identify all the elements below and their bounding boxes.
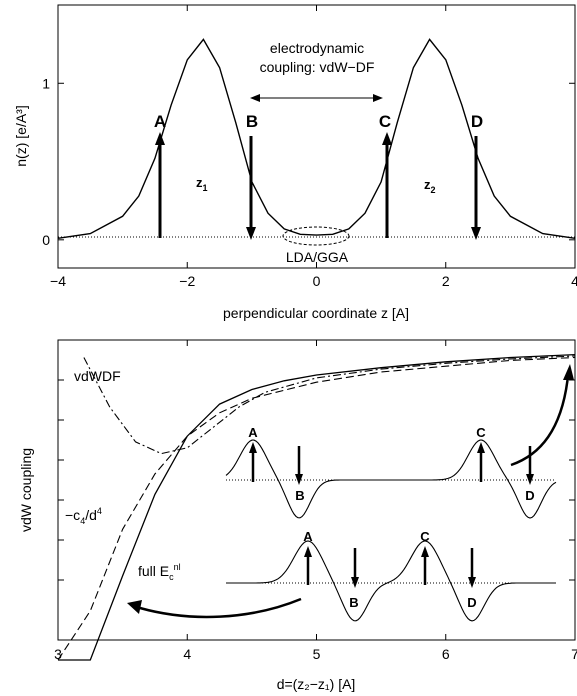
inset-bottom-curve [226, 540, 556, 622]
inset-bottom-arrow-B [351, 548, 359, 588]
inset-top-arrow-B [295, 446, 303, 485]
top-xtick-label: −4 [50, 273, 66, 289]
density-curve [57, 38, 576, 239]
bottom-xtick-label: 6 [442, 646, 450, 662]
bottom-xtick-label: 4 [183, 646, 191, 662]
inset-bottom-label-B: B [349, 595, 358, 610]
inset-top-label-C: C [476, 425, 486, 440]
bottom-xlabel: d=(z₂−z₁) [A] [277, 676, 356, 692]
bottom-xtick-label: 7 [571, 646, 577, 662]
label-D: D [471, 112, 483, 131]
lda-ellipse [282, 226, 350, 246]
vdw-text-1: electrodynamic [270, 40, 364, 56]
z1-label: z1 [196, 175, 208, 193]
label-C: C [379, 112, 391, 131]
c4-d4-curve [57, 356, 576, 661]
top-xtick-label: −2 [179, 273, 195, 289]
label-B: B [246, 112, 258, 131]
top-xtick-label: 0 [313, 273, 321, 289]
full-enl-label: full Ecnl [138, 562, 181, 582]
arrow-A [155, 132, 165, 238]
inset-top-arrow-D [526, 446, 534, 485]
curved-arrow-right-head [563, 364, 574, 380]
inset-top-label-D: D [525, 488, 534, 503]
bottom-ylabel: vdW coupling [18, 448, 34, 532]
curved-arrow-right [510, 375, 570, 467]
inset-top-label-B: B [295, 488, 304, 503]
arrow-C [382, 132, 392, 238]
inset-bottom: A B C D [226, 529, 556, 622]
top-ylabel: n(z) [e/A³] [13, 105, 29, 166]
inset-top-arrow-A [249, 442, 257, 482]
inset-top-label-A: A [248, 425, 258, 440]
arrow-D [471, 136, 481, 240]
inset-top-curve [225, 439, 557, 519]
z2-label: z2 [424, 177, 436, 195]
curved-arrow-left [139, 597, 302, 619]
vdwdf-curve [83, 355, 576, 455]
full-enl-curve [58, 353, 576, 661]
bottom-panel: 3 4 5 6 7 vdWDF −c4/d4 full Ecnl A B C D A B… [18, 339, 577, 692]
label-A: A [154, 112, 166, 131]
vdwdf-label: vdWDF [74, 368, 121, 384]
top-ytick-label: 0 [42, 232, 50, 248]
c4-label: −c4/d4 [65, 506, 102, 526]
bottom-xtick-label: 5 [313, 646, 321, 662]
inset-bottom-label-D: D [467, 595, 476, 610]
lda-label: LDA/GGA [286, 249, 349, 265]
vdw-arrowhead-right [373, 94, 383, 102]
top-ytick-label: 1 [42, 75, 50, 91]
top-xtick-label: 2 [442, 273, 450, 289]
vdw-text-2: coupling: vdW−DF [260, 59, 375, 75]
curved-arrow-left-head [127, 600, 142, 614]
inset-bottom-arrow-D [468, 548, 476, 588]
bottom-ticks: 3 4 5 6 7 [54, 340, 577, 662]
top-xlabel: perpendicular coordinate z [A] [223, 305, 409, 321]
bottom-xtick-label: 3 [54, 646, 62, 662]
arrow-B [246, 136, 256, 240]
inset-bottom-label-C: C [420, 529, 430, 544]
inset-top-arrow-C [477, 442, 485, 482]
inset-bottom-arrow-C [421, 546, 429, 585]
inset-bottom-label-A: A [303, 529, 313, 544]
top-xtick-label: 4 [571, 273, 577, 289]
vdw-arrowhead-left [250, 94, 260, 102]
top-ticks: −4 −2 0 2 4 0 1 [42, 5, 577, 289]
inset-top: A B C D [225, 425, 557, 519]
top-panel: −4 −2 0 2 4 0 1 electrodynamic coupling: vdW−D… [13, 4, 577, 321]
inset-bottom-arrow-A [304, 546, 312, 585]
